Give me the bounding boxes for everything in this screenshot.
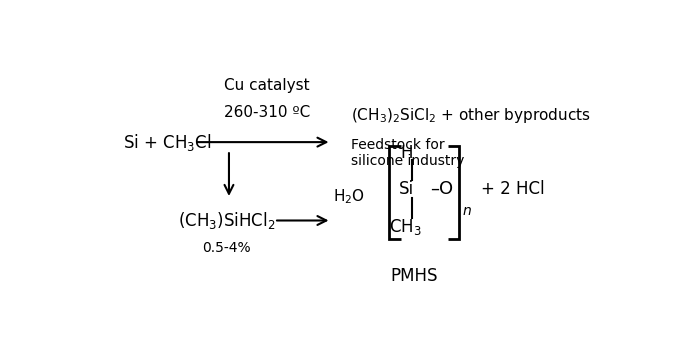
Text: (CH$_3$)SiHCl$_2$: (CH$_3$)SiHCl$_2$ bbox=[177, 210, 275, 231]
Text: (CH$_3$)$_2$SiCl$_2$ + other byproducts: (CH$_3$)$_2$SiCl$_2$ + other byproducts bbox=[351, 106, 591, 125]
Text: CH$_3$: CH$_3$ bbox=[389, 217, 422, 237]
Text: Cu catalyst: Cu catalyst bbox=[223, 78, 310, 93]
Text: n: n bbox=[462, 204, 471, 218]
Text: Feedstock for
silicone industry: Feedstock for silicone industry bbox=[351, 138, 464, 168]
Text: Si + CH$_3$Cl: Si + CH$_3$Cl bbox=[123, 132, 212, 153]
Text: 260-310 ºC: 260-310 ºC bbox=[223, 105, 310, 120]
Text: Si: Si bbox=[399, 180, 414, 198]
Text: 0.5-4%: 0.5-4% bbox=[202, 240, 251, 254]
Text: H$_2$O: H$_2$O bbox=[334, 187, 366, 206]
Text: H: H bbox=[401, 144, 413, 162]
Text: PMHS: PMHS bbox=[390, 267, 438, 285]
Text: –O: –O bbox=[429, 180, 453, 198]
Text: + 2 HCl: + 2 HCl bbox=[481, 180, 545, 198]
